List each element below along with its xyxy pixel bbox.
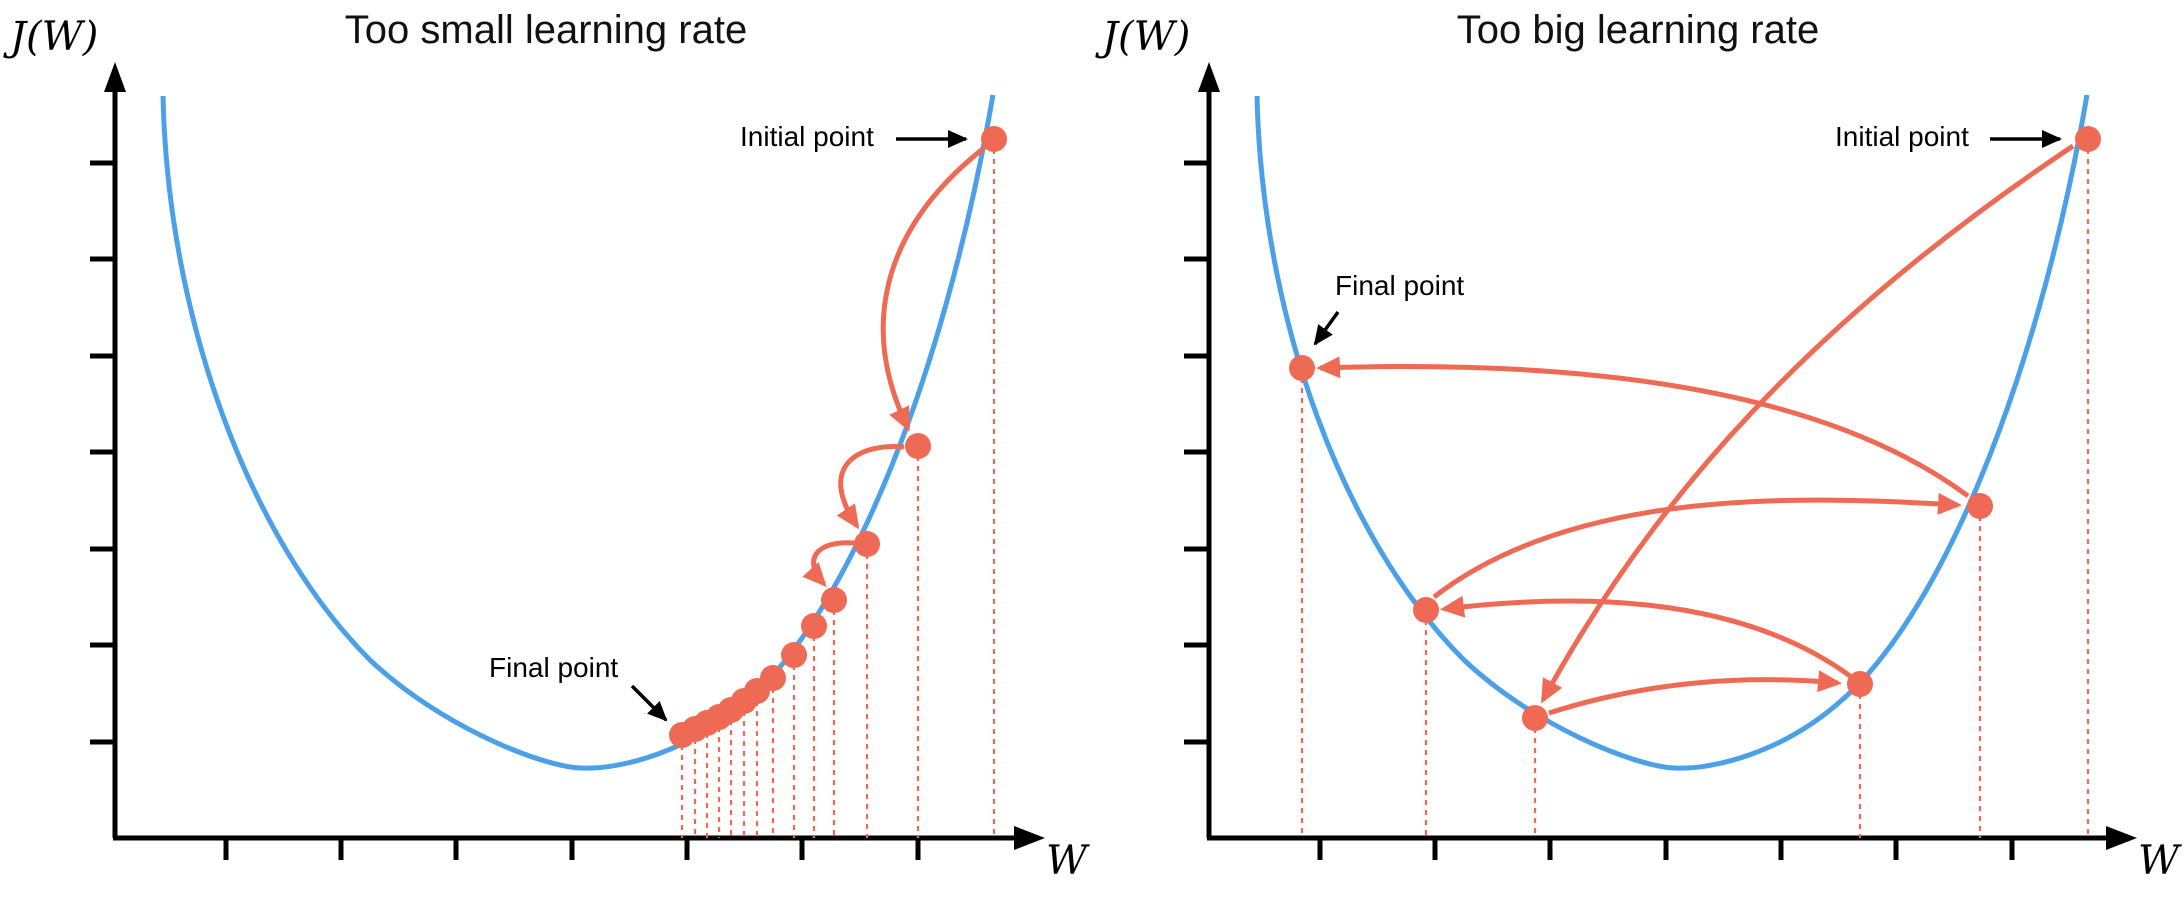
drop-lines	[680, 139, 996, 838]
initial-point	[981, 126, 1007, 152]
small-learning-rate-plot	[90, 62, 1045, 860]
iterate-point	[821, 587, 847, 613]
y-axis-label: J(W)	[1102, 14, 1191, 60]
step-arrow	[1316, 356, 1970, 499]
initial-point-label: Initial point	[1835, 121, 1969, 152]
drop-lines	[1300, 139, 2090, 838]
x-axis-label: W	[2138, 838, 2180, 884]
y-axis-label: J(W)	[10, 14, 99, 60]
step-arrow	[1440, 595, 1852, 679]
panel-big-learning-rate: J(W) Too big learning rate W Initial poi…	[1092, 0, 2184, 898]
final-point-label: Final point	[1335, 270, 1465, 301]
step-arrow	[1540, 143, 2075, 704]
step-arrow	[802, 540, 856, 587]
final-point	[669, 722, 695, 748]
panel-small-learning-rate: J(W) Too small learning rate W Initial p…	[10, 8, 1088, 884]
y-ticks	[90, 160, 115, 745]
iterate-points	[1289, 126, 2101, 731]
final-point-pointer	[1313, 310, 1340, 346]
panel-title: Too big learning rate	[1456, 8, 1820, 52]
x-axis-arrowhead	[1014, 826, 1045, 850]
panel-title: Too small learning rate	[344, 8, 748, 52]
x-ticks	[1317, 838, 2015, 860]
iterate-point	[854, 531, 880, 557]
y-ticks	[1184, 160, 1209, 745]
x-axis-label: W	[1046, 838, 1088, 884]
iterate-point	[781, 642, 807, 668]
step-arrow	[1548, 670, 1842, 716]
final-point-pointer	[630, 684, 668, 722]
cost-curve	[1254, 94, 2090, 771]
iterate-point	[1967, 493, 1993, 519]
axes	[90, 62, 1045, 860]
step-arrow	[1432, 492, 1962, 599]
gradient-steps	[802, 146, 986, 587]
axes	[1184, 62, 2137, 860]
iterate-point	[1847, 671, 1873, 697]
iterate-point	[801, 613, 827, 639]
step-arrow	[880, 146, 986, 432]
big-learning-rate-plot	[1184, 62, 2137, 860]
y-axis-arrowhead	[104, 62, 126, 92]
initial-point	[2075, 126, 2101, 152]
final-point-label: Final point	[489, 652, 619, 683]
x-axis-arrowhead	[2106, 826, 2137, 850]
iterate-point	[1413, 597, 1439, 623]
cost-curve	[160, 94, 996, 771]
initial-point-label: Initial point	[740, 121, 874, 152]
iterate-point	[1522, 705, 1548, 731]
x-ticks	[223, 838, 921, 860]
gradient-steps	[1316, 143, 2075, 716]
final-point	[1289, 355, 1315, 381]
iterate-points	[669, 126, 1007, 748]
step-arrow	[836, 444, 905, 530]
y-axis-arrowhead	[1198, 62, 1220, 92]
iterate-point	[905, 433, 931, 459]
